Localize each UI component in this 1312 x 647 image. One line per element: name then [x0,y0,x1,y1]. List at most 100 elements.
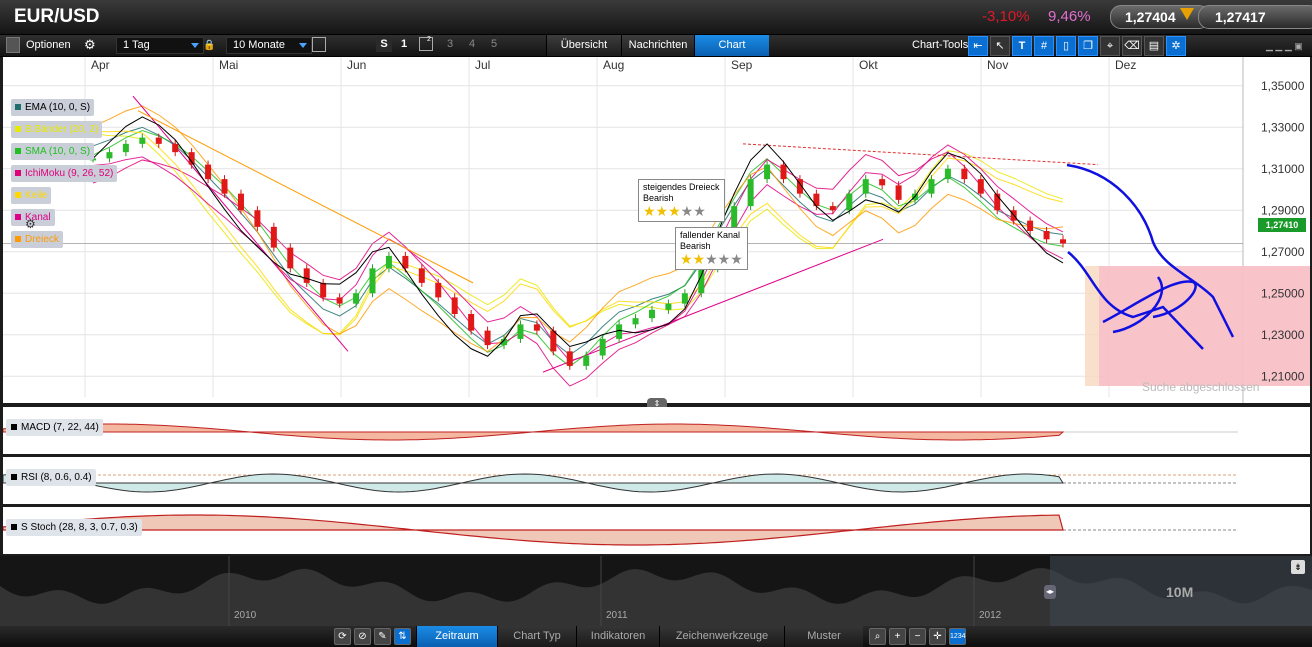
candle-body [829,206,836,211]
candle-body [747,179,754,207]
gear-icon[interactable]: ⚙ [25,217,36,231]
tab-news[interactable]: Nachrichten [621,35,694,56]
zoom-in-icon[interactable]: + [889,628,906,645]
refresh-icon[interactable]: ⟳ [334,628,351,645]
num-button-2[interactable]: 2 [419,36,433,51]
tab-indicators[interactable]: Indikatoren [576,626,659,647]
macd-panel[interactable] [3,407,1310,454]
ask-quote-button[interactable]: 1,27417 [1198,5,1312,29]
calendar-icon[interactable] [312,37,326,52]
indicator-label-rsi[interactable]: RSI (8, 0.6, 0.4) [6,469,96,486]
magnet-icon[interactable]: ⌖ [1100,36,1120,56]
window-controls[interactable]: ▁ ▁ ▁ ▣ [1266,41,1303,51]
candle-body [484,330,491,346]
overlay-sma[interactable]: SMA (10, 0, S) [11,143,95,160]
tab-chart-type[interactable]: Chart Typ [497,626,576,647]
tab-period[interactable]: Zeitraum [416,626,497,647]
zoom-label: 10M [1166,584,1194,600]
candle-body [796,179,803,194]
candle-body [599,338,606,356]
stoch-panel[interactable] [3,507,1310,554]
text-tool-icon[interactable]: T [1012,36,1032,56]
lock-icon[interactable]: 🔒 [203,40,216,51]
overlay-triangle[interactable]: Dreieck [11,231,63,248]
rating-stars: ★★★★★ [680,251,743,267]
candle-body [1043,231,1050,240]
pattern-tooltip-rising-triangle[interactable]: steigendes Dreieck Bearish ★★★★★ [638,179,725,222]
price-chart-svg: 1,35000 1,33000 1,31000 1,29000 1,27000 1,250… [3,57,1310,403]
x-month-label: Dez [1115,58,1136,72]
x-month-label: Okt [859,58,878,72]
navigator-area [0,568,1312,626]
s-button[interactable]: S [376,37,392,52]
interval-select[interactable]: 1 Tag [116,37,204,54]
candle-body [731,206,738,236]
numbers-icon[interactable]: 1234 [949,628,966,645]
main-chart[interactable]: 1,35000 1,33000 1,31000 1,29000 1,27000 1,250… [3,57,1310,403]
candle-icon[interactable]: ▯ [1056,36,1076,56]
print-icon[interactable]: ▤ [1144,36,1164,56]
x-month-label: Aug [603,58,624,72]
num-button-4[interactable]: 4 [468,38,476,50]
y-tick-label: 1,29000 [1261,203,1305,217]
candle-body [287,247,294,269]
instrument-title: EUR/USD [14,6,100,27]
back-arrow-icon[interactable]: ⇤ [968,36,988,56]
crosshair-icon[interactable]: # [1034,36,1054,56]
eraser-icon[interactable]: ⌫ [1122,36,1142,56]
rsi-panel[interactable] [3,457,1310,504]
overlay-wedges[interactable]: Keile [11,187,52,204]
pattern-tooltip-falling-channel[interactable]: fallender Kanal Bearish ★★★★★ [675,227,748,270]
tab-chart[interactable]: Chart [694,35,769,56]
gear-icon[interactable]: ⚙ [84,37,96,52]
range-select[interactable]: 10 Monate [226,37,312,54]
overlay-ema[interactable]: EMA (10, 0, S) [11,99,95,116]
tab-drawing-tools[interactable]: Zeichenwerkzeuge [659,626,784,647]
navigator-svg [0,556,1312,626]
forecast-stroke [1112,276,1164,334]
pattern-label: steigendes Dreieck [643,182,720,192]
zoom-out-icon[interactable]: − [909,628,926,645]
overlay-bollinger[interactable]: B.Bänder (20, 2) [11,121,103,138]
navigator[interactable]: 2010 2011 2012 10M ◂▸ ⇟ [0,556,1312,626]
candle-body [254,210,261,227]
range-handle-icon[interactable]: ◂▸ [1044,585,1056,599]
block-icon[interactable]: ⊘ [354,628,371,645]
menu-icon[interactable] [6,37,20,53]
candle-body [402,255,409,269]
indicator-label-stoch[interactable]: S Stoch (28, 8, 3, 0.7, 0.3) [6,519,142,536]
indicator-label-macd[interactable]: MACD (7, 22, 44) [6,419,103,436]
chevron-down-icon [299,43,307,48]
candle-body [764,164,771,180]
num-button-1[interactable]: 1 [400,38,408,50]
last-price-badge: 1,27410 [1258,218,1306,232]
y-axis-ticks: 1,35000 1,33000 1,31000 1,29000 1,27000 1,250… [1261,79,1305,384]
tab-overview[interactable]: Übersicht [546,35,621,56]
pencil-icon[interactable]: ✎ [374,628,391,645]
pattern-label: fallender Kanal [680,230,741,240]
bid-quote-button[interactable]: 1,27404 [1110,5,1210,29]
candle-body [583,355,590,366]
overlay-line [92,133,1064,335]
sort-icon[interactable]: ⇅ [394,628,411,645]
macd-svg [3,423,1238,441]
candle-body [879,179,886,186]
tab-patterns[interactable]: Muster [784,626,863,647]
num-button-3[interactable]: 3 [446,38,454,50]
candle-body [616,324,623,339]
interval-value: 1 Tag [123,39,150,51]
windows-icon[interactable]: ❐ [1078,36,1098,56]
pointer-icon[interactable]: ↖ [990,36,1010,56]
options-button[interactable]: Optionen [26,39,71,51]
search-icon[interactable]: ⌕ [869,628,886,645]
settings-tool-icon[interactable]: ✲ [1166,36,1186,56]
candle-body [862,179,869,194]
close-price-line [92,116,1064,357]
collapse-icon[interactable]: ⇟ [1291,560,1305,574]
chevron-down-icon [191,43,199,48]
channel-line [132,95,349,352]
crosshair-icon[interactable]: ✛ [929,628,946,645]
overlay-ichimoku[interactable]: IchiMoku (9, 26, 52) [11,165,118,182]
overlay-channel[interactable]: Kanal [11,209,55,226]
num-button-5[interactable]: 5 [490,38,498,50]
